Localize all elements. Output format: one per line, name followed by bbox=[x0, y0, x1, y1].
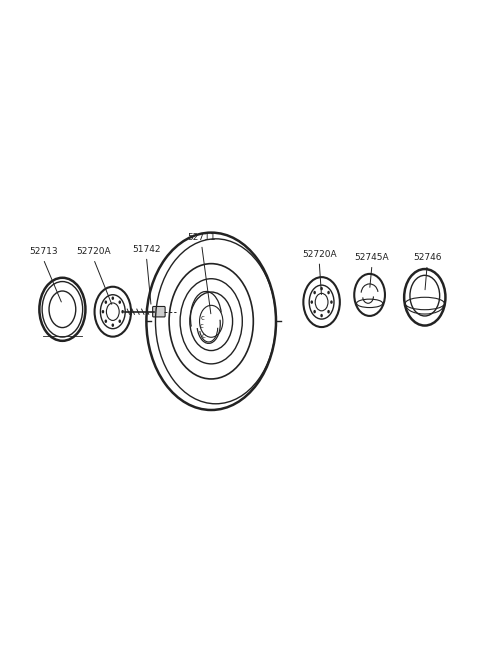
Text: 52720A: 52720A bbox=[302, 250, 336, 259]
Text: 52713: 52713 bbox=[29, 248, 58, 256]
Ellipse shape bbox=[102, 310, 104, 313]
Ellipse shape bbox=[320, 287, 323, 290]
FancyBboxPatch shape bbox=[153, 306, 165, 317]
Text: 52746: 52746 bbox=[413, 253, 442, 262]
Ellipse shape bbox=[119, 319, 121, 323]
Text: 52745A: 52745A bbox=[355, 253, 389, 262]
Ellipse shape bbox=[313, 291, 316, 294]
Text: c: c bbox=[202, 332, 205, 338]
Ellipse shape bbox=[330, 300, 333, 304]
Text: 51742: 51742 bbox=[132, 245, 161, 254]
Ellipse shape bbox=[111, 296, 114, 300]
Ellipse shape bbox=[105, 300, 107, 304]
Ellipse shape bbox=[121, 310, 124, 313]
Ellipse shape bbox=[327, 291, 330, 294]
Text: c: c bbox=[201, 315, 204, 321]
Ellipse shape bbox=[320, 314, 323, 317]
Ellipse shape bbox=[105, 319, 107, 323]
Ellipse shape bbox=[111, 323, 114, 327]
Ellipse shape bbox=[119, 300, 121, 304]
Text: 52711: 52711 bbox=[187, 233, 216, 242]
Text: c: c bbox=[200, 323, 204, 329]
Ellipse shape bbox=[313, 310, 316, 313]
Text: 52720A: 52720A bbox=[76, 248, 111, 256]
Ellipse shape bbox=[311, 300, 313, 304]
Ellipse shape bbox=[327, 310, 330, 313]
Ellipse shape bbox=[410, 275, 440, 316]
